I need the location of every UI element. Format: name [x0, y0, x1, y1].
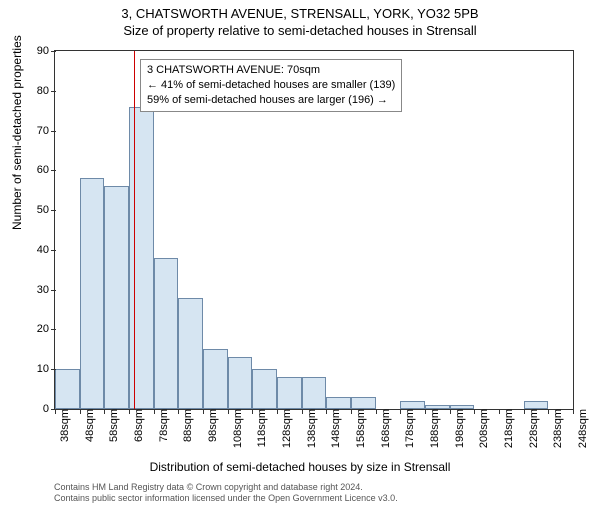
- histogram-bar: [400, 401, 425, 409]
- x-tick-label: 88sqm: [178, 409, 194, 442]
- annotation-box: 3 CHATSWORTH AVENUE: 70sqm ← 41% of semi…: [140, 59, 402, 112]
- x-tick-label: 178sqm: [400, 409, 416, 448]
- histogram-bar: [228, 357, 253, 409]
- histogram-bar: [104, 186, 129, 409]
- annotation-line-1: 3 CHATSWORTH AVENUE: 70sqm: [147, 63, 395, 78]
- histogram-bar: [302, 377, 327, 409]
- x-tick-label: 118sqm: [252, 409, 268, 447]
- histogram-bar: [252, 369, 277, 409]
- chart-title-main: 3, CHATSWORTH AVENUE, STRENSALL, YORK, Y…: [0, 6, 600, 21]
- histogram-bar: [277, 377, 302, 409]
- annotation-line-3: 59% of semi-detached houses are larger (…: [147, 93, 395, 108]
- y-tick-label: 60: [37, 164, 55, 176]
- x-tick-label: 108sqm: [228, 409, 244, 448]
- y-tick-label: 90: [37, 45, 55, 57]
- x-tick-label: 218sqm: [499, 409, 515, 448]
- footer-line-2: Contains public sector information licen…: [54, 493, 398, 504]
- y-tick-label: 10: [37, 363, 55, 375]
- histogram-bar: [80, 178, 105, 409]
- y-tick-label: 20: [37, 323, 55, 335]
- annotation-line-2: ← 41% of semi-detached houses are smalle…: [147, 78, 395, 93]
- x-tick-label: 168sqm: [376, 409, 392, 448]
- chart-title-sub: Size of property relative to semi-detach…: [0, 23, 600, 38]
- x-axis-label: Distribution of semi-detached houses by …: [0, 460, 600, 474]
- x-tick-label: 138sqm: [302, 409, 318, 448]
- x-tick-label: 228sqm: [524, 409, 540, 448]
- x-tick-label: 78sqm: [154, 409, 170, 442]
- x-tick-label: 68sqm: [129, 409, 145, 442]
- y-tick-label: 80: [37, 85, 55, 97]
- reference-line: [134, 51, 135, 409]
- histogram-bar: [351, 397, 376, 409]
- histogram-bar: [129, 107, 154, 409]
- footer-line-1: Contains HM Land Registry data © Crown c…: [54, 482, 398, 493]
- histogram-bar: [203, 349, 228, 409]
- x-tick-label: 198sqm: [450, 409, 466, 448]
- x-tick-label: 208sqm: [474, 409, 490, 448]
- x-tick-label: 38sqm: [55, 409, 71, 442]
- histogram-bar: [524, 401, 549, 409]
- x-tick-label: 148sqm: [326, 409, 342, 448]
- histogram-bar: [154, 258, 179, 409]
- y-tick-label: 30: [37, 284, 55, 296]
- x-tick-label: 58sqm: [104, 409, 120, 442]
- x-tick-label: 158sqm: [351, 409, 367, 448]
- histogram-bar: [326, 397, 351, 409]
- x-tick-label: 98sqm: [203, 409, 219, 442]
- y-tick-label: 40: [37, 244, 55, 256]
- histogram-bar: [55, 369, 80, 409]
- histogram-bar: [178, 298, 203, 409]
- x-tick-label: 188sqm: [425, 409, 441, 448]
- y-tick-label: 70: [37, 125, 55, 137]
- x-tick-label: 48sqm: [80, 409, 96, 442]
- chart-plot-area: 3 CHATSWORTH AVENUE: 70sqm ← 41% of semi…: [54, 50, 574, 410]
- y-tick-label: 50: [37, 204, 55, 216]
- x-tick-label: 248sqm: [573, 409, 589, 448]
- y-tick-label: 0: [43, 403, 55, 415]
- x-tick-label: 128sqm: [277, 409, 293, 448]
- x-tick-label: 238sqm: [548, 409, 564, 448]
- footer-attribution: Contains HM Land Registry data © Crown c…: [54, 482, 398, 505]
- y-axis-label: Number of semi-detached properties: [10, 35, 24, 230]
